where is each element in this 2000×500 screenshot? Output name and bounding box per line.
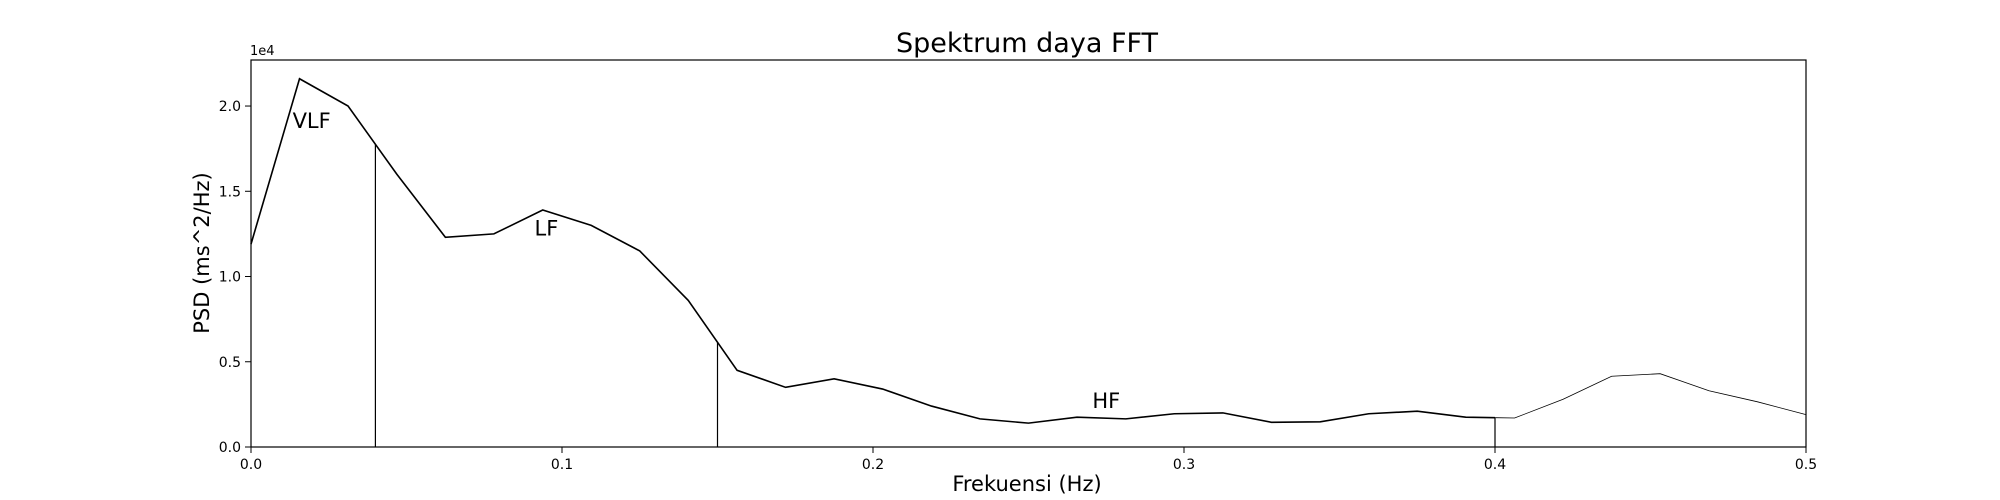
band-label-vlf: VLF: [293, 109, 331, 133]
x-tick-label: 0.1: [551, 457, 573, 473]
band-label-lf: LF: [535, 217, 559, 241]
y-tick-label: 1.0: [219, 270, 241, 286]
y-tick-label: 0.5: [219, 355, 241, 371]
y-offset-label: 1e4: [250, 44, 275, 59]
psd-line: [250, 77, 1496, 424]
x-tick-label: 0.2: [862, 457, 884, 473]
y-axis-label: PSD (ms^2/Hz): [190, 172, 214, 333]
chart-title: Spektrum daya FFT: [896, 28, 1159, 59]
plot-area: VLF LF HF: [250, 77, 1807, 447]
band-label-hf: HF: [1092, 389, 1120, 413]
y-tick-label: 2.0: [219, 99, 241, 115]
y-tick-label: 1.5: [219, 184, 241, 200]
x-tick-label: 0.0: [240, 457, 262, 473]
y-tick-label: 0.0: [219, 440, 241, 456]
psd-line-tail: [1494, 373, 1807, 419]
axis-ticks: 0.0 0.1 0.2 0.3 0.4 0.5 0.0 0.5 1.0 1.5 2.0: [219, 99, 1817, 473]
x-tick-label: 0.3: [1173, 457, 1195, 473]
plot-frame: [250, 59, 1807, 448]
x-axis-label: Frekuensi (Hz): [952, 472, 1101, 496]
x-tick-label: 0.4: [1484, 457, 1506, 473]
x-tick-label: 0.5: [1795, 457, 1817, 473]
